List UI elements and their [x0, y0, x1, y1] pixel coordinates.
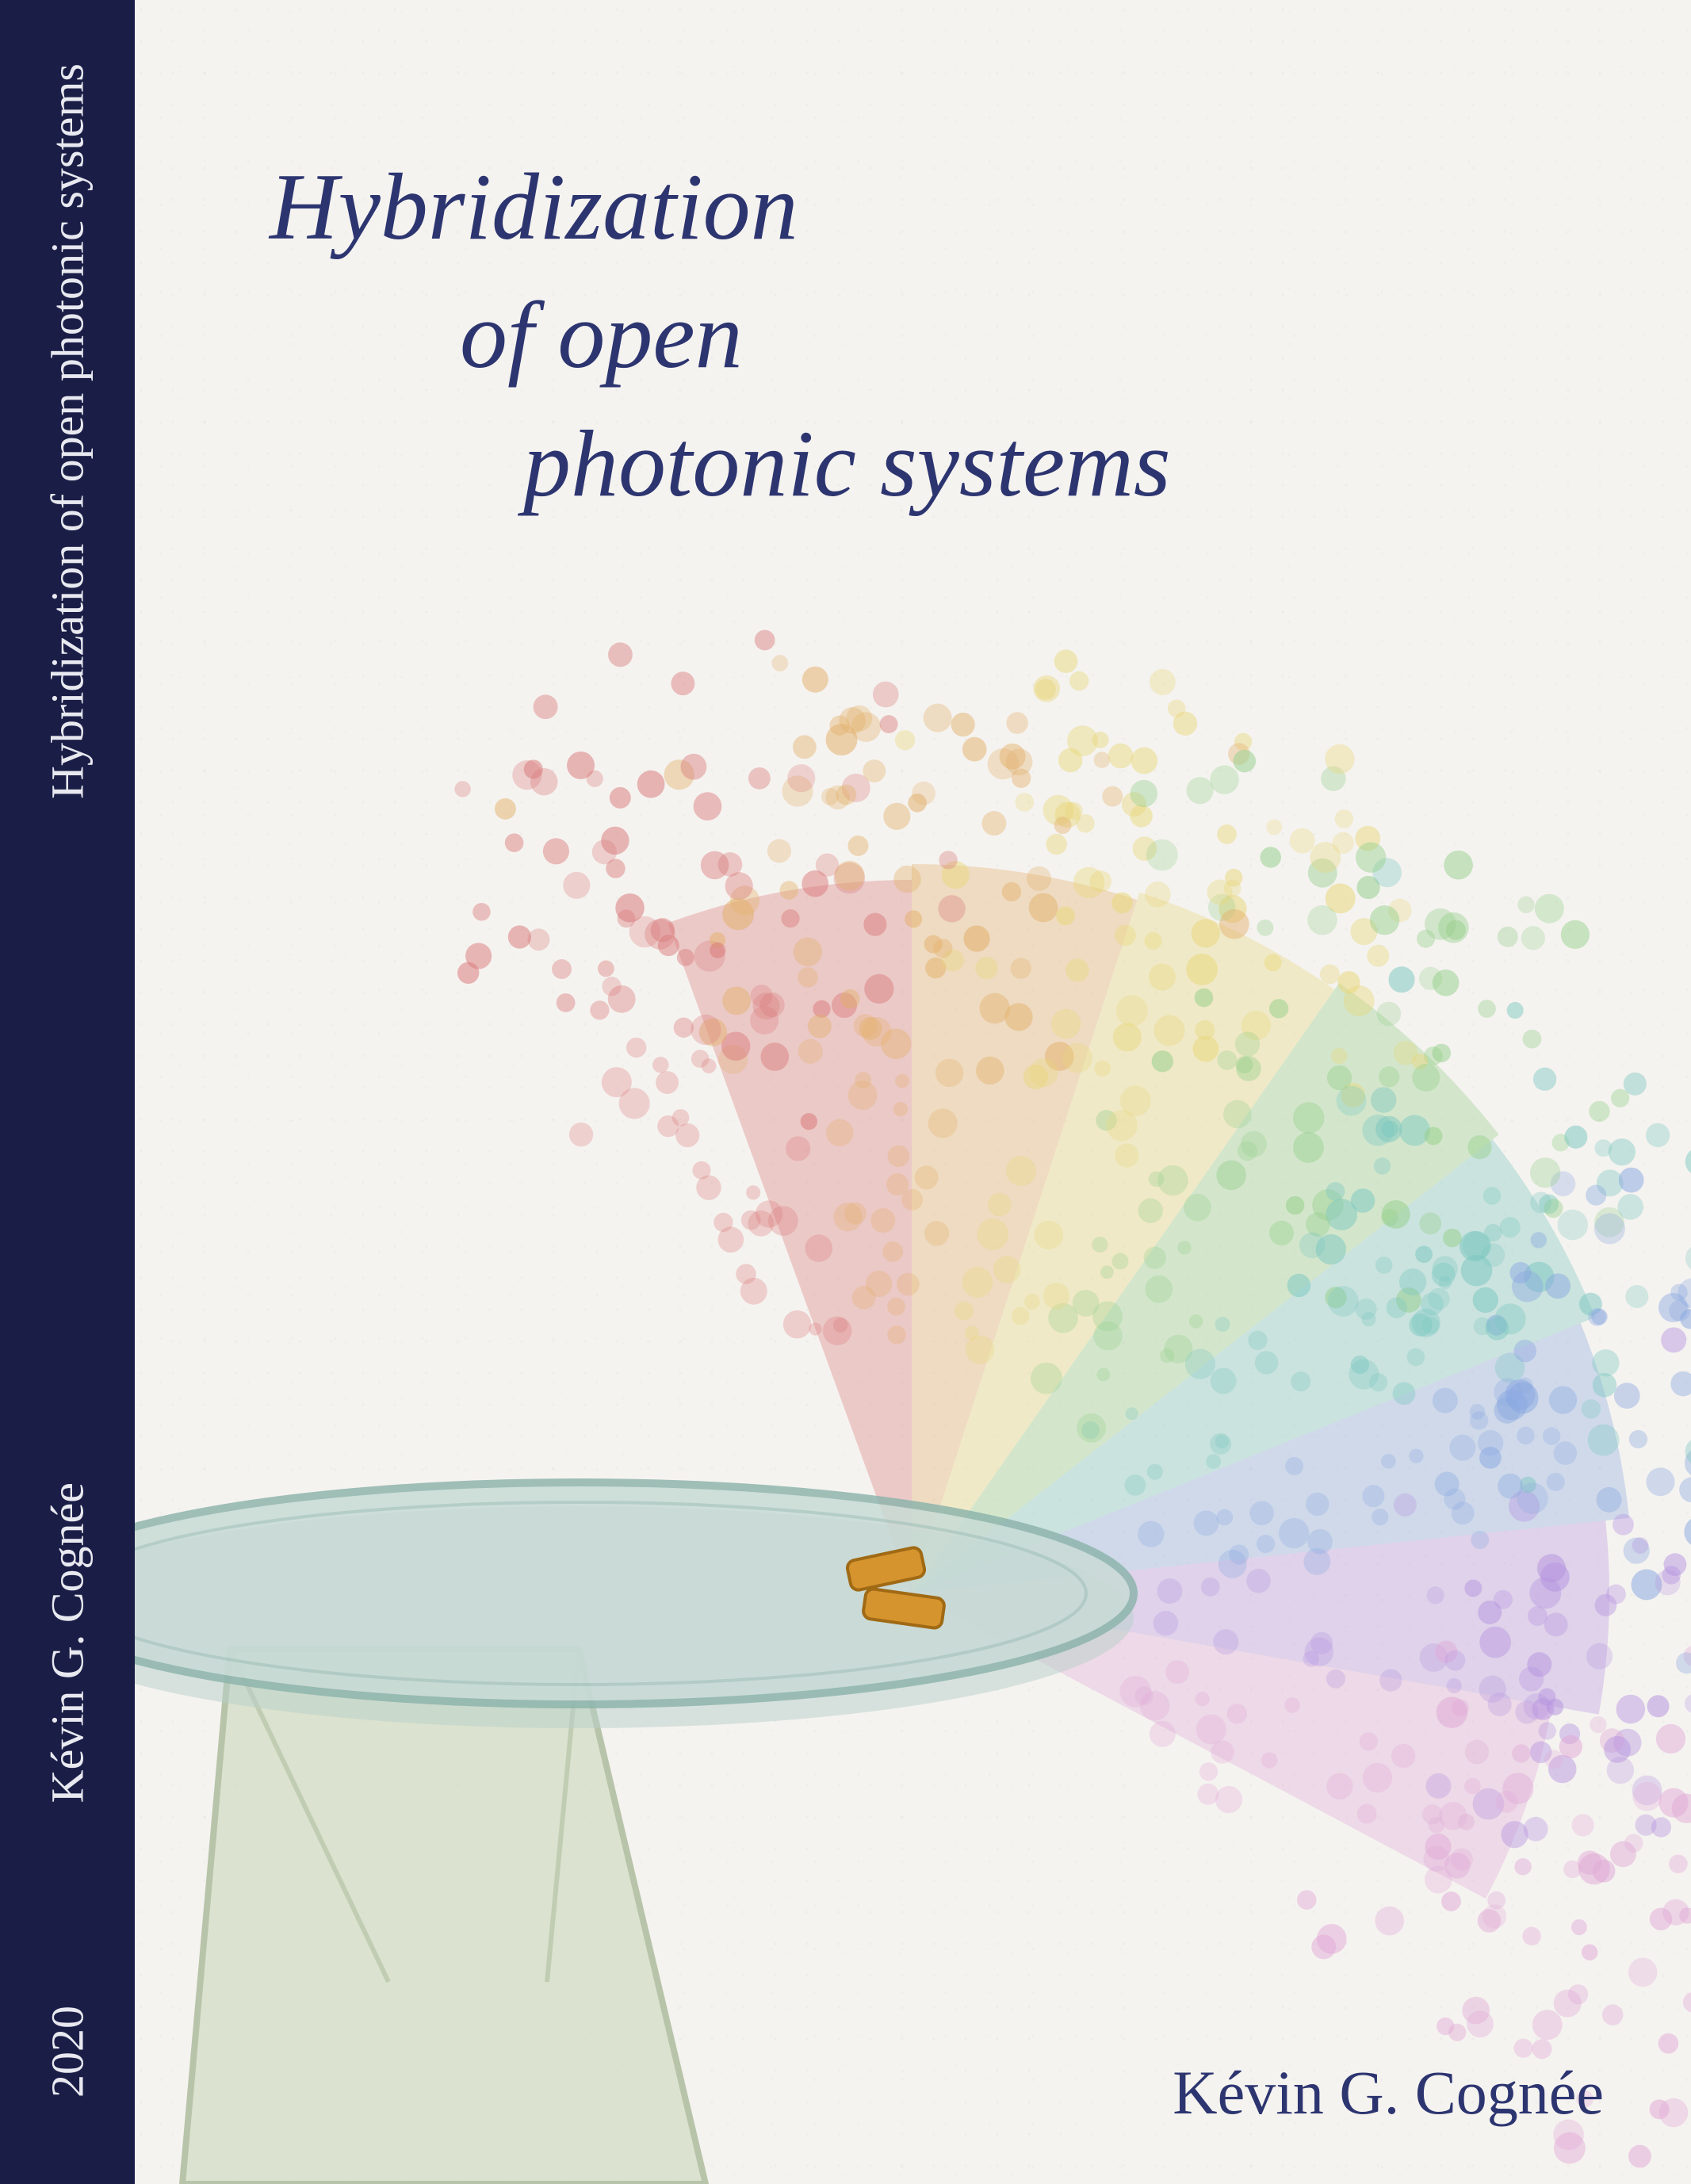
spine-author: Kévin G. Cognée	[41, 1482, 94, 1803]
title-line-3: photonic systems	[523, 400, 1171, 528]
title-block: Hybridization of open photonic systems	[270, 143, 1171, 528]
spine-title: Hybridization of open photonic systems	[41, 63, 94, 799]
title-line-1: Hybridization	[270, 143, 1171, 271]
title-line-2: of open	[460, 271, 1171, 400]
cover-author: Kévin G. Cognée	[1173, 2057, 1604, 2129]
book-spine: Hybridization of open photonic systems K…	[0, 0, 135, 2184]
spine-year: 2020	[41, 2006, 94, 2098]
book-cover: Hybridization of open photonic systems K…	[135, 0, 1691, 2184]
